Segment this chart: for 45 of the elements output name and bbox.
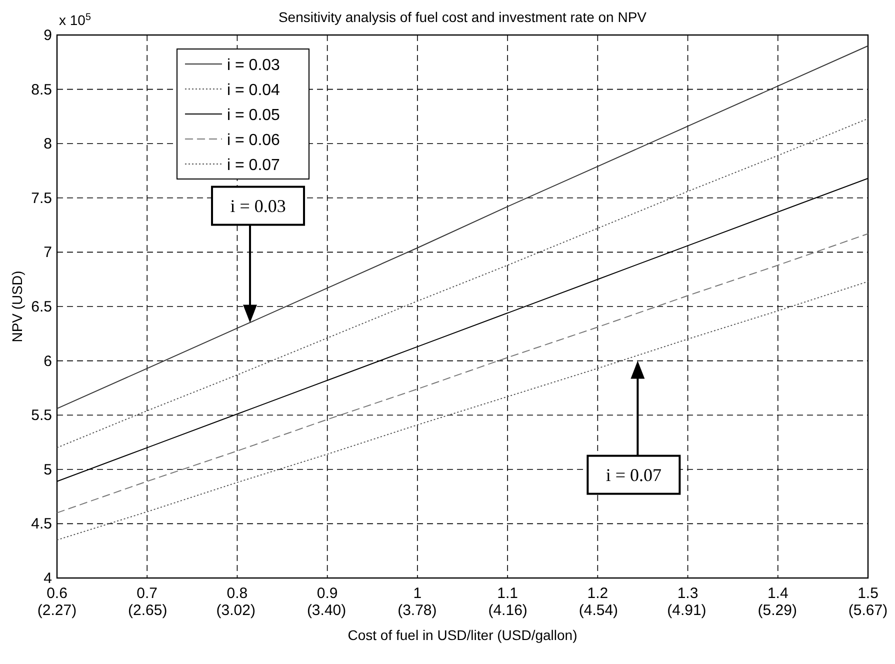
x2-tick-label: (3.78) — [398, 602, 437, 619]
x2-tick-label: (3.40) — [306, 602, 346, 619]
y-tick-label: 8 — [44, 136, 52, 153]
legend-label: i = 0.03 — [227, 57, 280, 74]
x-tick-label: 1.2 — [587, 585, 608, 602]
y-tick-label: 6 — [44, 352, 52, 370]
x2-tick-label: (4.54) — [578, 602, 618, 619]
x2-tick-label: (2.65) — [128, 602, 168, 619]
x-tick-label: 1 — [413, 585, 422, 602]
annotation: i = 0.07 — [606, 464, 662, 485]
x-tick-label: 1.5 — [858, 585, 878, 602]
x-axis-title: Cost of fuel in USD/liter (USD/gallon) — [348, 627, 578, 643]
x-tick-label: 1.4 — [767, 585, 788, 602]
text: x 10$^{5}$ — [59, 12, 92, 28]
y-tick-label: 7.5 — [31, 190, 52, 207]
x2-tick-label: (4.16) — [488, 602, 528, 619]
legend-label: i = 0.06 — [227, 132, 280, 149]
y-tick-label: 8.5 — [31, 81, 52, 98]
x-tick-label: 0.8 — [226, 585, 248, 602]
y-tick-label: 5 — [44, 461, 52, 478]
x-tick-label: 1.1 — [497, 585, 518, 602]
x-tick-label: 1.3 — [677, 585, 698, 602]
annotation: i = 0.03 — [230, 196, 286, 216]
y-tick-label: 6.5 — [31, 298, 52, 316]
y-tick-label: 4.5 — [31, 516, 52, 533]
y-tick-label: 9 — [44, 27, 52, 44]
legend-label: i = 0.07 — [227, 157, 280, 174]
x2-tick-label: (5.67) — [848, 602, 888, 619]
y-tick-label: 7 — [44, 244, 52, 262]
chart-title: Sensitivity analysis of fuel cost and investment rate on NPV — [278, 9, 648, 25]
x-tick-label: 0.7 — [136, 585, 158, 602]
x2-tick-label: (2.27) — [37, 602, 77, 619]
line-series — [56, 281, 868, 540]
x2-tick-label: (4.91) — [667, 602, 706, 619]
y-axis-title: NPV (USD) — [9, 270, 25, 342]
x2-tick-label: (5.29) — [758, 602, 797, 619]
legend-label: i = 0.05 — [227, 107, 280, 124]
line-series — [56, 45, 868, 410]
legend-label: i = 0.04 — [227, 82, 280, 99]
y-tick-label: 5.5 — [31, 407, 52, 424]
x-tick-label: 0.6 — [46, 585, 68, 602]
x-tick-label: 0.9 — [316, 585, 338, 602]
line-series — [56, 233, 868, 514]
x2-tick-label: (3.02) — [216, 602, 256, 619]
y-tick-label: 4 — [44, 570, 52, 587]
